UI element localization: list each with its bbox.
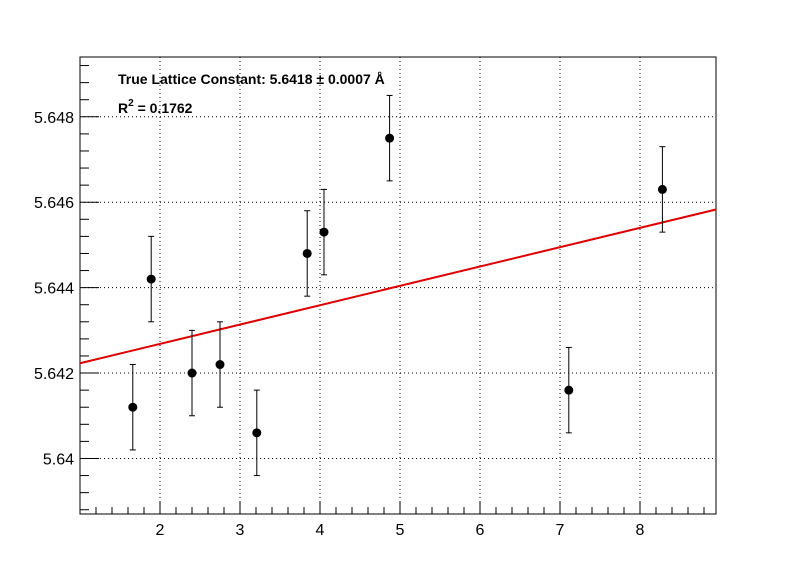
data-marker [564,385,574,395]
data-point [564,346,574,434]
fit-line-layer [79,208,717,365]
data-marker [319,227,329,237]
x-tick-label: 7 [556,522,565,539]
points-layer [128,94,667,477]
x-tick-label: 6 [476,522,485,539]
data-marker [187,368,197,378]
x-tick-label: 8 [636,522,645,539]
data-point [252,389,262,477]
fit-line [79,208,717,365]
data-point [385,94,395,182]
r-squared-superscript: 2 [128,98,134,109]
data-marker [657,184,667,194]
data-marker [385,133,395,143]
x-tick-label: 3 [236,522,245,539]
data-marker [128,402,138,412]
data-point [657,146,667,233]
data-point [187,329,197,417]
data-point [215,321,225,408]
y-tick-label: 5.64 [43,451,74,468]
y-tick-label: 5.644 [34,281,74,298]
data-point [128,364,138,451]
data-marker [215,360,225,370]
data-marker [252,428,262,438]
r-squared-prefix: R [118,100,128,116]
r-squared-annotation: R2 = 0.1762 [118,98,193,116]
data-point [319,188,329,276]
data-marker [302,248,312,258]
data-point [302,210,312,297]
y-tick-label: 5.648 [34,110,74,127]
data-marker [146,274,156,284]
x-tick-label: 5 [396,522,405,539]
y-tick-label: 5.646 [34,195,74,212]
grid [80,57,716,514]
y-tick-label: 5.642 [34,366,74,383]
data-point [146,235,156,323]
axes: 2 3 4 5 6 7 8 5.64 5.642 5.644 5.646 5.648 [34,65,705,539]
x-tick-label: 4 [316,522,325,539]
lattice-annotation: True Lattice Constant: 5.6418 ± 0.0007 Å [118,71,385,87]
r-squared-value: = 0.1762 [134,100,193,116]
x-tick-label: 2 [156,522,165,539]
